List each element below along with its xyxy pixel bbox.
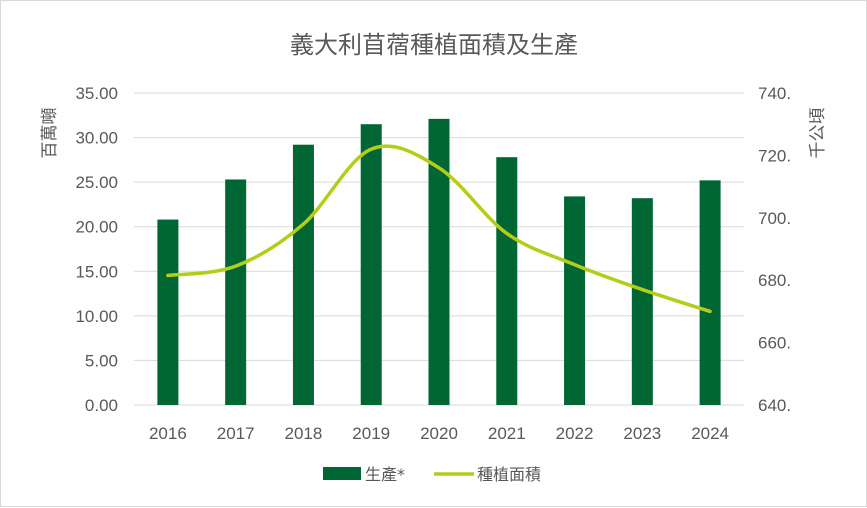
left-tick-label: 35.00 bbox=[75, 84, 118, 103]
bar bbox=[496, 157, 518, 405]
x-tick-label: 2019 bbox=[352, 424, 390, 443]
bar bbox=[225, 179, 247, 405]
left-tick-label: 30.00 bbox=[75, 129, 118, 148]
left-tick-label: 5.00 bbox=[85, 351, 118, 370]
right-tick-label: 720. bbox=[758, 146, 791, 165]
right-axis-label: 千公頃 bbox=[808, 108, 828, 159]
x-tick-label: 2020 bbox=[420, 424, 458, 443]
bar bbox=[292, 144, 314, 405]
right-axis-ticks: 640. 660. 680. 700. 720. 740. bbox=[758, 84, 791, 415]
bar bbox=[157, 219, 179, 405]
x-tick-label: 2021 bbox=[488, 424, 526, 443]
left-tick-label: 20.00 bbox=[75, 218, 118, 237]
bar bbox=[699, 180, 721, 405]
x-tick-label: 2016 bbox=[149, 424, 187, 443]
legend-swatch-production bbox=[323, 467, 361, 480]
left-tick-label: 25.00 bbox=[75, 173, 118, 192]
planted-area-line bbox=[166, 144, 712, 314]
bar bbox=[564, 196, 586, 405]
x-axis-ticks: 2016 2017 2018 2019 2020 2021 2022 2023 2024 bbox=[149, 424, 729, 443]
x-tick-label: 2024 bbox=[691, 424, 729, 443]
x-tick-label: 2022 bbox=[556, 424, 594, 443]
left-tick-label: 0.00 bbox=[85, 396, 118, 415]
bar bbox=[631, 198, 653, 405]
right-tick-label: 740. bbox=[758, 84, 791, 103]
legend: 生產* 種植面積 bbox=[323, 465, 541, 484]
left-axis-ticks: 0.00 5.00 10.00 15.00 20.00 25.00 30.00 35.00 bbox=[75, 84, 118, 415]
bar bbox=[428, 118, 450, 405]
bar bbox=[360, 124, 382, 405]
right-tick-label: 680. bbox=[758, 271, 791, 290]
right-tick-label: 700. bbox=[758, 209, 791, 228]
legend-label-planted-area: 種植面積 bbox=[477, 465, 541, 484]
x-tick-label: 2017 bbox=[217, 424, 255, 443]
right-tick-label: 660. bbox=[758, 334, 791, 353]
x-tick-label: 2018 bbox=[285, 424, 323, 443]
chart-title: 義大利苜蓿種植面積及生產 bbox=[290, 31, 578, 59]
left-tick-label: 10.00 bbox=[75, 307, 118, 326]
right-tick-label: 640. bbox=[758, 396, 791, 415]
legend-label-production: 生產* bbox=[365, 465, 405, 484]
x-tick-label: 2023 bbox=[623, 424, 661, 443]
production-bars bbox=[157, 118, 721, 405]
left-tick-label: 15.00 bbox=[75, 262, 118, 281]
left-axis-label: 百萬噸 bbox=[40, 108, 60, 159]
